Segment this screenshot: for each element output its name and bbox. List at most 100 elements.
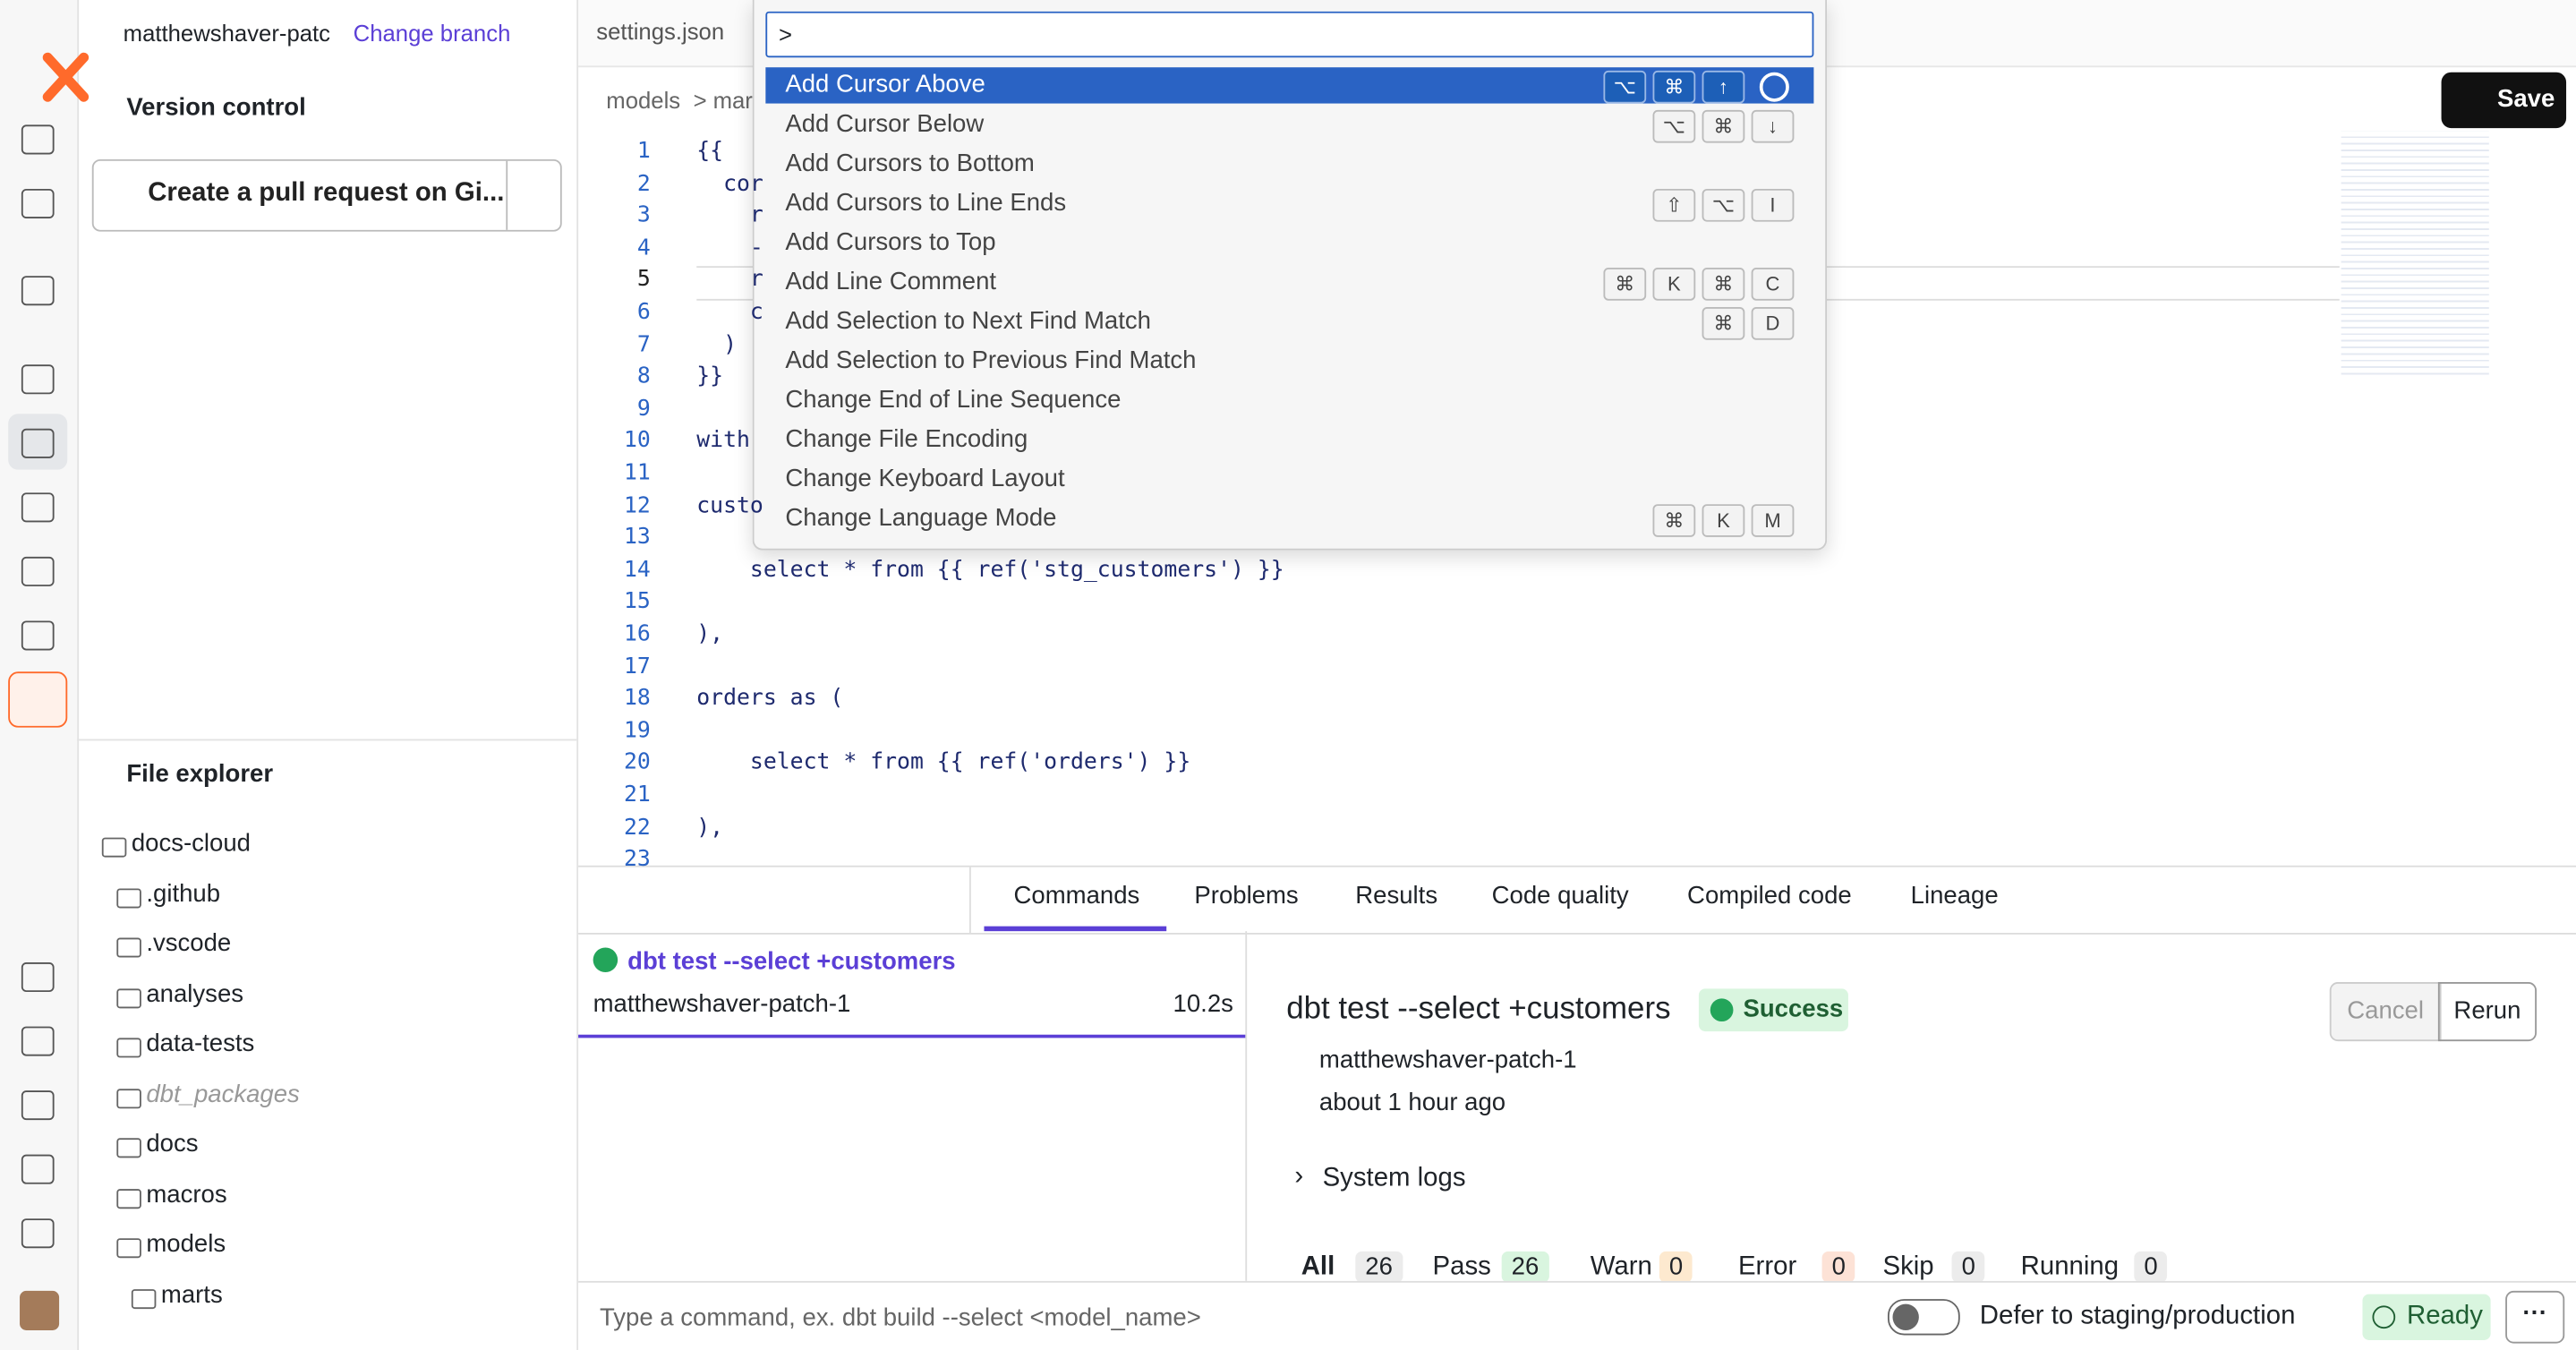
docs-icon[interactable] xyxy=(21,1154,55,1184)
palette-item-label[interactable]: Change End of Line Sequence xyxy=(785,386,1122,414)
save-button[interactable]: Save xyxy=(2496,85,2555,114)
system-logs-chevron[interactable]: › xyxy=(1294,1162,1304,1192)
folder-name[interactable]: .vscode xyxy=(146,929,232,958)
line-number: 5 xyxy=(636,266,651,294)
folder-name[interactable]: docs-cloud xyxy=(131,829,251,858)
line-number: 3 xyxy=(636,201,651,229)
folder-name[interactable]: .github xyxy=(146,879,221,908)
panel-tabs xyxy=(578,865,2576,935)
count-label[interactable]: Skip xyxy=(1882,1252,1934,1281)
palette-item[interactable]: Add Selection to Previous Find Match xyxy=(765,343,1813,379)
pr-dropdown[interactable] xyxy=(506,160,561,230)
folder-name[interactable]: analyses xyxy=(146,979,244,1008)
palette-item-label[interactable]: Add Cursor Above xyxy=(785,70,985,99)
panel-tab[interactable]: Compiled code xyxy=(1687,882,1852,910)
home-icon[interactable] xyxy=(21,124,55,155)
count-label[interactable]: Warn xyxy=(1590,1252,1652,1281)
more-button[interactable]: ··· xyxy=(2505,1290,2565,1344)
palette-item[interactable]: Add Cursors to Top xyxy=(765,225,1813,261)
clipboard-icon[interactable] xyxy=(21,1026,55,1056)
folder-icon xyxy=(116,887,141,908)
palette-item[interactable]: Add Cursor Above ⌥ ⌘ ↑ xyxy=(765,67,1814,104)
folder-name[interactable]: macros xyxy=(146,1180,227,1209)
run-command[interactable]: dbt test --select +customers xyxy=(627,947,956,976)
panel-tab[interactable]: Results xyxy=(1355,882,1438,910)
palette-item-label[interactable]: Add Line Comment xyxy=(785,268,997,296)
canvas-icon[interactable] xyxy=(21,364,55,395)
palette-item[interactable]: Add Cursors to Line Ends ⇧ ⌥ I xyxy=(765,185,1813,222)
line-number: 12 xyxy=(624,491,651,518)
help-icon[interactable] xyxy=(21,1090,55,1121)
code-line: - xyxy=(696,234,763,261)
folder-name[interactable]: dbt_packages xyxy=(146,1080,300,1108)
count-label[interactable]: Pass xyxy=(1432,1252,1491,1281)
studio-icon-active[interactable] xyxy=(8,414,68,470)
palette-item[interactable]: Change File Encoding xyxy=(765,422,1813,457)
count-badge: 26 xyxy=(1501,1251,1549,1283)
panel-tab[interactable]: Problems xyxy=(1194,882,1299,910)
count-label[interactable]: All xyxy=(1301,1252,1335,1281)
palette-input[interactable]: > xyxy=(779,21,793,48)
palette-item-label[interactable]: Add Selection to Next Find Match xyxy=(785,307,1151,336)
avatar[interactable] xyxy=(20,1290,60,1330)
palette-item-label[interactable]: Change Keyboard Layout xyxy=(785,465,1065,493)
studio-icon[interactable] xyxy=(21,428,55,458)
pr-button-frame: Create a pull request on Gi... xyxy=(91,158,562,232)
panel-tab[interactable]: Code quality xyxy=(1491,882,1629,910)
defer-toggle[interactable] xyxy=(1887,1299,1960,1336)
count-label[interactable]: Running xyxy=(2020,1252,2120,1281)
run-item[interactable] xyxy=(578,931,1246,1038)
change-branch[interactable]: Change branch xyxy=(353,20,511,47)
catalog-icon[interactable] xyxy=(21,188,55,218)
cancel-button[interactable]: Cancel xyxy=(2329,982,2442,1042)
settings-icon[interactable] xyxy=(1759,72,1789,102)
rerun-button[interactable]: Rerun xyxy=(2437,982,2538,1042)
count-label[interactable]: Error xyxy=(1737,1252,1797,1281)
insights-icon[interactable] xyxy=(21,556,55,586)
key: ⌥ xyxy=(1652,109,1696,143)
palette-item[interactable]: Add Selection to Next Find Match ⌘ D xyxy=(765,303,1813,340)
link-icon[interactable] xyxy=(21,620,55,651)
code-line: r xyxy=(696,201,763,229)
deploy-icon[interactable] xyxy=(21,276,55,306)
panel-tab[interactable]: Lineage xyxy=(1910,882,1999,910)
panel-tab[interactable]: Commands xyxy=(1013,882,1140,910)
copilot-icon[interactable] xyxy=(8,671,68,728)
folder-name[interactable]: marts xyxy=(160,1279,223,1309)
tab[interactable]: settings.json xyxy=(596,18,725,45)
key: ⌘ xyxy=(1702,268,1745,301)
file-explorer-title[interactable]: File explorer xyxy=(126,760,274,789)
palette-item-label[interactable]: Change File Encoding xyxy=(785,425,1028,454)
palette-item[interactable]: Change End of Line Sequence xyxy=(765,382,1813,418)
palette-item-label[interactable]: Add Selection to Previous Find Match xyxy=(785,346,1197,375)
key: ⌘ xyxy=(1702,307,1745,340)
command-input[interactable]: Type a command, ex. dbt build --select <… xyxy=(599,1303,1201,1332)
line-number: 14 xyxy=(624,556,651,583)
palette-item[interactable]: Change Language Mode ⌘ K M xyxy=(765,501,1813,537)
count-badge: 26 xyxy=(1355,1251,1403,1283)
pr-button[interactable]: Create a pull request on Gi... xyxy=(148,178,505,208)
line-number: 8 xyxy=(636,363,651,390)
palette-item[interactable]: Add Cursor Below ⌥ ⌘ ↓ xyxy=(765,107,1813,143)
folder-name[interactable]: data-tests xyxy=(146,1030,255,1058)
palette-item-label[interactable]: Add Cursors to Line Ends xyxy=(785,188,1067,218)
palette-item[interactable]: Add Cursors to Bottom xyxy=(765,146,1813,182)
copy-icon[interactable] xyxy=(21,492,55,523)
key: ⇧ xyxy=(1652,188,1696,222)
palette-item-label[interactable]: Add Cursor Below xyxy=(785,109,985,139)
system-logs[interactable]: System logs xyxy=(1322,1164,1466,1192)
palette-item-label[interactable]: Change Language Mode xyxy=(785,504,1057,533)
palette-item-label[interactable]: Add Cursors to Bottom xyxy=(785,149,1035,178)
account-icon[interactable] xyxy=(21,1218,55,1249)
palette-item-label[interactable]: Add Cursors to Top xyxy=(785,227,996,257)
breadcrumb-0[interactable]: models xyxy=(606,87,681,114)
palette-item[interactable]: Change Keyboard Layout xyxy=(765,461,1813,497)
folder-name[interactable]: docs xyxy=(146,1130,199,1158)
palette-item[interactable]: Add Line Comment ⌘ K ⌘ C xyxy=(765,264,1813,301)
version-control-title[interactable]: Version control xyxy=(126,93,306,122)
folder-name[interactable]: models xyxy=(146,1230,226,1259)
breadcrumb-1[interactable]: mar xyxy=(712,87,753,114)
terminal-icon[interactable] xyxy=(21,962,55,993)
